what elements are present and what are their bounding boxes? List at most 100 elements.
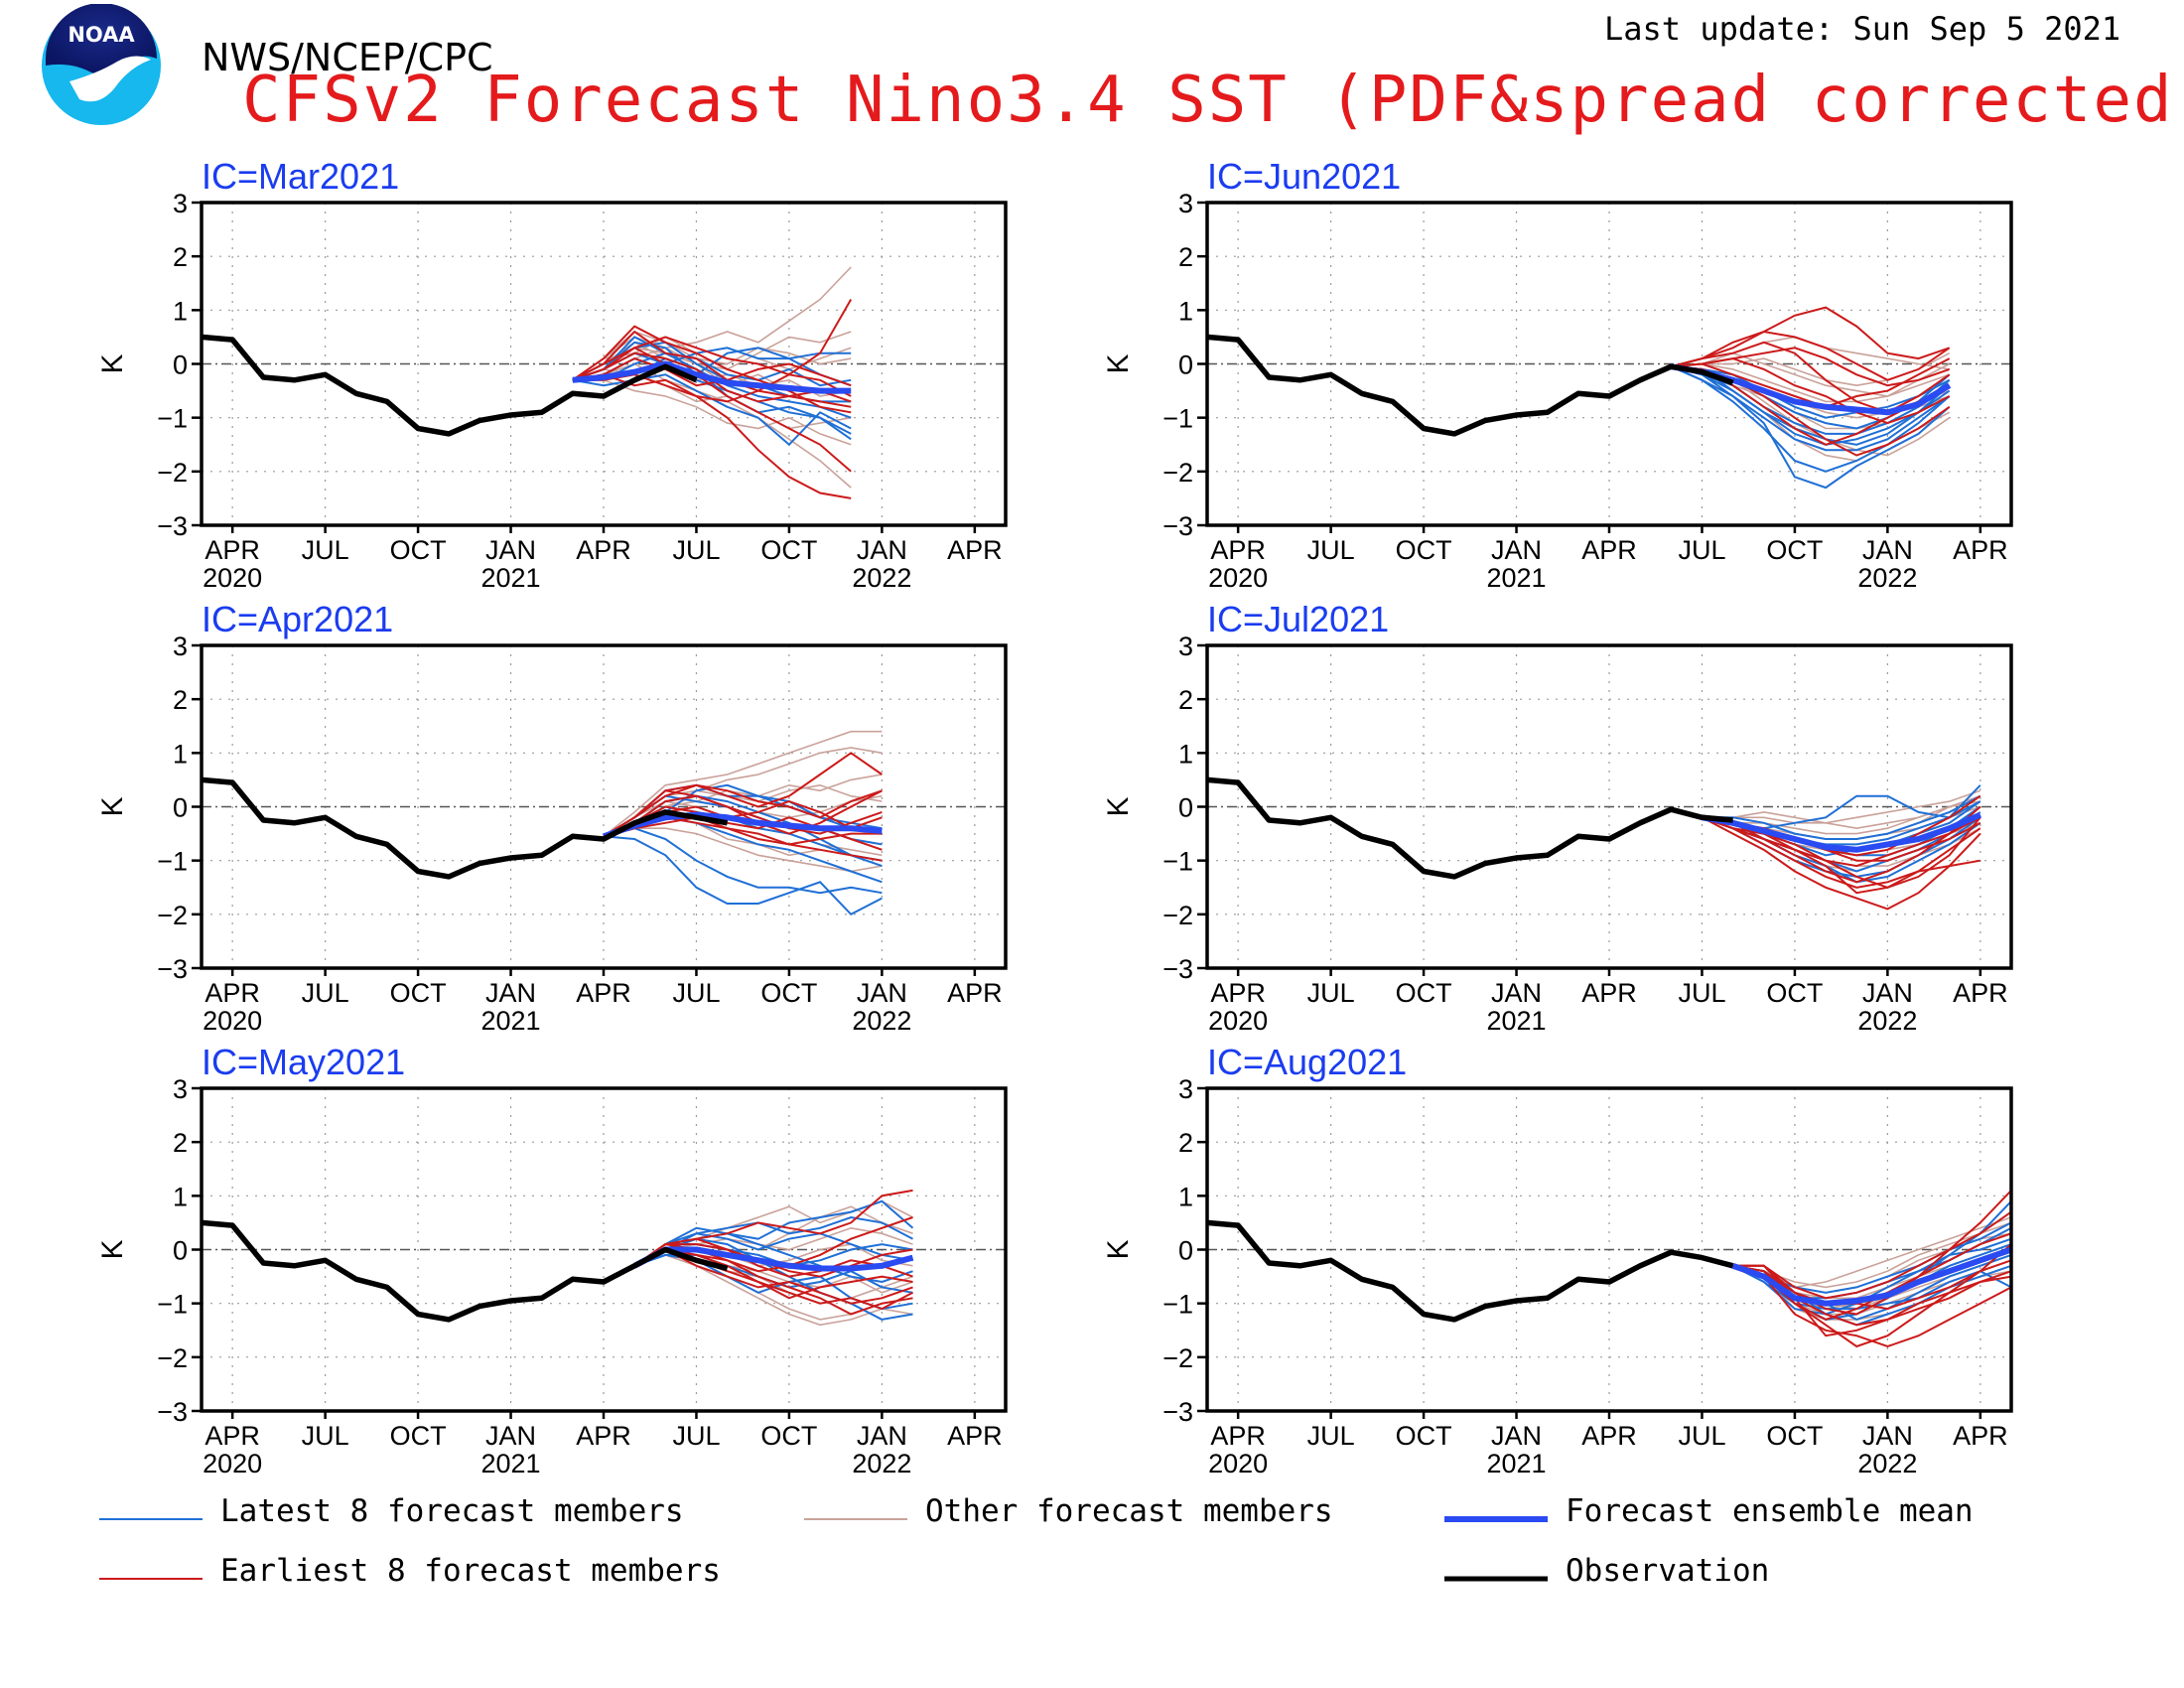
x-tick-label: OCT [1396, 535, 1452, 565]
series-earliest-member [572, 347, 852, 473]
series-earliest-member [572, 336, 852, 397]
x-tick-label: APR [947, 535, 1003, 565]
x-tick-label: JAN [485, 1421, 536, 1451]
y-tick-label: 1 [173, 296, 188, 326]
series-earliest-member [1702, 816, 1980, 889]
x-tick-label: JAN [1862, 978, 1913, 1008]
x-tick-label: JAN [857, 535, 907, 565]
y-tick-label: 0 [1178, 351, 1193, 380]
x-tick-label: APR [1210, 978, 1266, 1008]
series-earliest-member [1732, 1210, 2012, 1300]
y-tick-label: −2 [1162, 901, 1193, 930]
y-tick-label: −3 [1162, 511, 1193, 541]
legend-item-earliest: Earliest 8 forecast members [99, 1553, 721, 1589]
x-tick-label: APR [205, 535, 260, 565]
y-tick-label: −3 [157, 954, 188, 984]
x-tick-year-label: 2022 [852, 1006, 911, 1036]
x-tick-label: APR [1210, 1421, 1266, 1451]
series-other-member [603, 827, 883, 873]
series-other-member [603, 730, 883, 837]
x-tick-label: OCT [390, 535, 447, 565]
y-tick-label: 0 [173, 793, 188, 823]
y-tick-label: −1 [1162, 404, 1193, 434]
x-tick-label: JAN [857, 1421, 907, 1451]
y-tick-label: 0 [173, 351, 188, 380]
y-axis-label: K [96, 796, 129, 816]
x-tick-year-label: 2021 [480, 1006, 540, 1036]
y-tick-label: 3 [173, 632, 188, 661]
y-tick-label: 2 [173, 242, 188, 272]
series-other-member [633, 1254, 913, 1327]
series-earliest-member [1671, 341, 1951, 414]
x-tick-label: JUL [1678, 978, 1725, 1008]
y-tick-label: −1 [157, 404, 188, 434]
series-other-member [1671, 362, 1951, 403]
x-tick-label: APR [205, 1421, 260, 1451]
series-latest-member [1670, 365, 1951, 452]
y-tick-label: −3 [1162, 1397, 1193, 1427]
x-tick-label: JAN [857, 978, 907, 1008]
y-tick-label: −1 [1162, 847, 1193, 877]
ic-label: IC=Aug2021 [1207, 1042, 1407, 1082]
series-earliest-member [603, 783, 883, 838]
y-axis-label: K [96, 1239, 129, 1259]
y-axis-label: K [1102, 1239, 1135, 1259]
x-tick-label: OCT [1766, 535, 1823, 565]
series-latest-member [1671, 365, 1951, 419]
y-tick-label: −2 [1162, 458, 1193, 488]
x-tick-year-label: 2020 [203, 563, 262, 593]
x-tick-label: APR [947, 1421, 1003, 1451]
legend-label: Other forecast members [925, 1493, 1333, 1529]
y-tick-label: −2 [1162, 1343, 1193, 1373]
x-tick-label: JUL [1307, 535, 1355, 565]
x-tick-label: JUL [1307, 978, 1355, 1008]
legend-label: Latest 8 forecast members [220, 1493, 684, 1529]
y-tick-label: 2 [173, 1128, 188, 1158]
x-tick-year-label: 2021 [480, 1449, 540, 1478]
legend-label: Observation [1566, 1553, 1769, 1589]
y-tick-label: 1 [1178, 296, 1193, 326]
y-tick-label: 2 [1178, 685, 1193, 715]
x-tick-year-label: 2020 [203, 1006, 262, 1036]
y-axis-label: K [1102, 353, 1135, 373]
x-tick-label: JUL [302, 1421, 349, 1451]
x-tick-label: APR [576, 535, 631, 565]
legend-item-latest: Latest 8 forecast members [99, 1493, 684, 1529]
ic-label: IC=Jun2021 [1207, 156, 1401, 197]
series-latest-member [1671, 365, 1951, 446]
series-earliest-member [1702, 816, 1981, 895]
y-tick-label: −2 [157, 458, 188, 488]
x-tick-year-label: 2022 [852, 1449, 911, 1478]
x-tick-label: JAN [1491, 1421, 1542, 1451]
x-tick-label: APR [205, 978, 260, 1008]
series-earliest-member [572, 373, 852, 499]
x-tick-year-label: 2020 [203, 1449, 262, 1478]
series-earliest-member [633, 1243, 913, 1278]
last-update-text: Last update: Sun Sep 5 2021 [1604, 10, 2121, 48]
series-earliest-member [1671, 357, 1951, 425]
x-tick-label: JAN [485, 535, 536, 565]
x-tick-label: APR [1953, 978, 2008, 1008]
y-tick-label: 1 [173, 1182, 188, 1211]
ic-label: IC=Jul2021 [1207, 599, 1389, 639]
y-tick-label: −3 [157, 511, 188, 541]
agency-label: NWS/NCEP/CPC [202, 36, 493, 79]
x-tick-label: JUL [302, 978, 349, 1008]
x-tick-label: OCT [1766, 1421, 1823, 1451]
x-tick-label: APR [1581, 978, 1637, 1008]
x-tick-year-label: 2021 [1486, 1449, 1546, 1478]
y-tick-label: 3 [173, 1074, 188, 1104]
y-tick-label: −1 [1162, 1290, 1193, 1320]
x-tick-label: APR [1581, 1421, 1637, 1451]
series-earliest-member [1702, 816, 1981, 911]
x-tick-label: JUL [1678, 1421, 1725, 1451]
legend-item-other: Other forecast members [804, 1493, 1333, 1529]
x-tick-label: APR [576, 1421, 631, 1451]
page-title: CFSv2 Forecast Nino3.4 SST (PDF&spread c… [242, 64, 2184, 137]
